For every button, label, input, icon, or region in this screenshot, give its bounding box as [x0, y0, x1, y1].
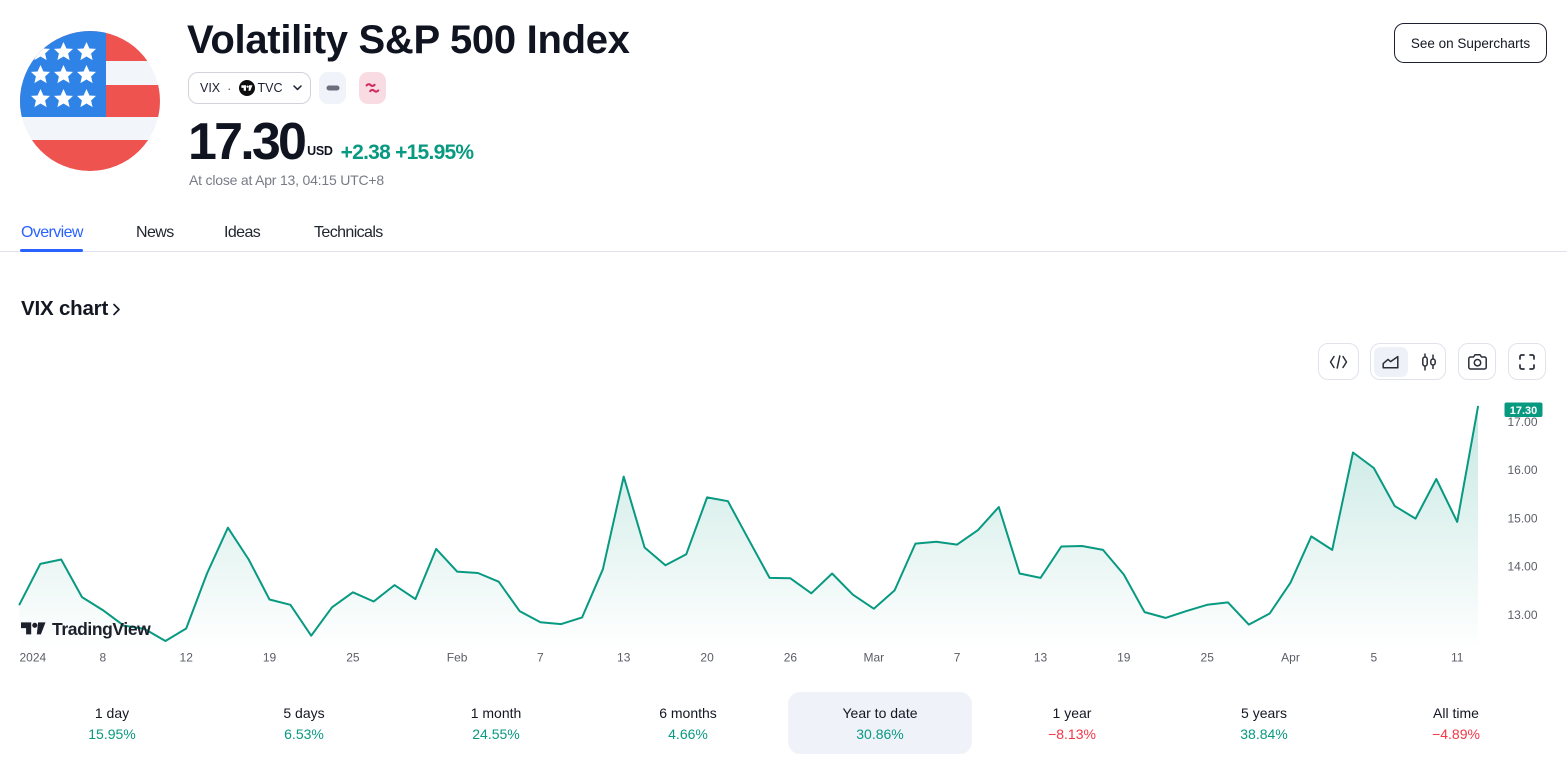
svg-text:7: 7 — [954, 651, 961, 665]
svg-text:5: 5 — [1370, 651, 1377, 665]
svg-text:17.00: 17.00 — [1508, 415, 1538, 429]
svg-text:15.00: 15.00 — [1508, 511, 1538, 525]
svg-text:19: 19 — [1117, 651, 1131, 665]
svg-text:13.00: 13.00 — [1508, 608, 1538, 622]
svg-text:11: 11 — [1451, 651, 1464, 665]
svg-text:12: 12 — [180, 651, 194, 665]
svg-text:7: 7 — [537, 651, 544, 665]
svg-text:8: 8 — [99, 651, 106, 665]
svg-text:20: 20 — [700, 651, 714, 665]
svg-text:25: 25 — [346, 651, 360, 665]
svg-text:25: 25 — [1201, 651, 1215, 665]
svg-text:13: 13 — [1034, 651, 1048, 665]
svg-text:Feb: Feb — [447, 651, 468, 665]
svg-text:26: 26 — [784, 651, 798, 665]
svg-text:Apr: Apr — [1281, 651, 1300, 665]
svg-text:13: 13 — [617, 651, 631, 665]
svg-text:19: 19 — [263, 651, 277, 665]
svg-text:14.00: 14.00 — [1508, 560, 1538, 574]
svg-text:2024: 2024 — [20, 651, 47, 665]
svg-text:16.00: 16.00 — [1508, 463, 1538, 477]
svg-text:Mar: Mar — [863, 651, 884, 665]
svg-text:17.30: 17.30 — [1510, 405, 1538, 417]
